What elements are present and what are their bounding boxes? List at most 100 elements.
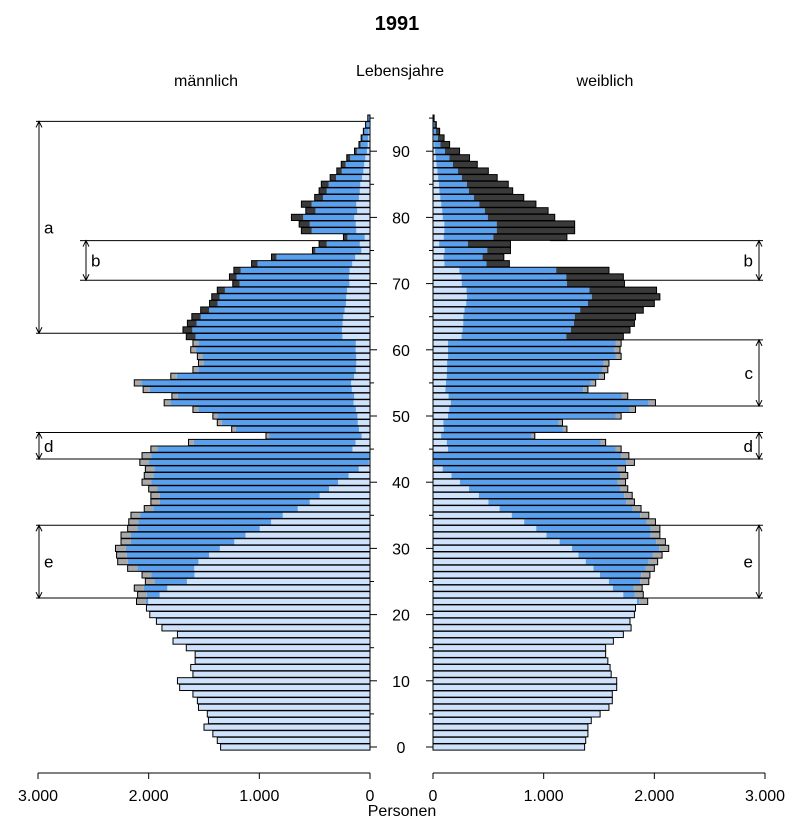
female-bar-age-76-light [433,240,440,247]
male-bar-age-32-light [245,532,370,539]
female-bar-age-45-light [433,446,449,453]
female-bar-age-65-light [433,313,464,320]
right-bracket-e-arrow-up [755,524,763,532]
male-bar-age-58-light [356,359,370,367]
male-bar-age-29-blue [126,551,210,559]
male-bar-age-31-blue [130,538,235,545]
male-bar-age-58-gray [198,359,204,367]
female-bar-age-57-blue [446,366,603,373]
female-bar-age-39-gray [619,485,628,492]
male-bar-age-68-blue [219,293,347,300]
male-x-tick-label-0: 3.000 [18,788,58,805]
female-bar-age-50-light [433,412,449,420]
male-bar-age-75-blue [315,247,362,254]
female-bar-age-58-light [433,359,448,367]
left-bracket-label-b: b [91,251,100,270]
female-bar-age-90-dark [444,148,460,155]
female-bar-age-23-blue [623,591,635,598]
female-bar-age-71-dark [566,273,624,281]
male-bar-age-80-dark [291,214,304,221]
male-bar-age-36-light [297,505,370,512]
male-bar-age-80-light [354,214,370,221]
female-bar-age-55-gray [590,379,596,386]
male-bar-age-11-light [192,671,370,678]
female-bar-age-91-light [433,141,435,148]
female-bar-age-32-gray [650,532,660,539]
female-bar-age-34-blue [524,518,647,526]
female-bar-age-75-light [433,247,445,254]
female-bar-age-94-dark [434,121,437,128]
male-bar-age-85-dark [321,181,329,188]
male-bar-age-79-blue [309,220,356,228]
male-bar-age-34-blue [138,518,272,526]
female-bar-age-25-light [433,578,609,585]
female-bar-age-16-light [433,637,614,645]
female-bar-age-13-light [433,657,608,665]
male-bar-age-81-light [357,207,370,214]
male-bar-age-81-dark [305,207,316,214]
male-bar-age-45-light [352,446,370,453]
female-bar-age-36-gray [632,505,642,512]
female-bar-age-27-blue [593,565,646,572]
male-bar-age-12-light [190,664,370,671]
left-bracket-a-arrow-down [35,327,43,335]
female-bar-age-0-light [433,743,585,751]
female-x-tick-label-0: 0 [429,788,438,805]
female-bar-age-37-blue [488,498,627,506]
male-bar-age-51-light [355,406,370,413]
left-bracket-e-arrow-up [35,524,43,532]
female-bar-age-23-gray [634,591,644,598]
male-bar-age-91-dark [358,141,361,148]
age-tick-label-50: 50 [392,409,410,426]
male-bar-age-4-light [208,717,370,724]
male-bar-age-90-dark [354,148,357,155]
female-bar-age-14-light [433,651,606,658]
male-bar-age-68-dark [211,293,220,300]
female-bar-age-77-blue [443,234,494,241]
female-bar-age-89-dark [449,154,470,161]
male-bar-age-15-light [186,644,370,651]
female-bar-age-46-gray [600,439,606,446]
female-bar-age-53-blue [448,393,622,400]
male-bar-age-82-dark [301,201,312,208]
male-bar-age-62-light [342,333,370,340]
female-bar-age-48-blue [443,426,563,433]
male-bar-age-71-dark [229,273,237,281]
female-bar-age-75-blue [444,247,488,254]
male-bar-age-13-light [195,657,370,665]
female-bar-age-27-light [433,565,594,572]
male-bar-age-44-gray [142,452,152,459]
female-bar-age-81-blue [442,207,485,214]
male-bar-age-26-gray [142,571,152,578]
female-bar-age-8-light [433,690,613,698]
male-bar-age-53-blue [177,393,355,400]
female-bar-age-35-blue [511,512,641,519]
female-bar-age-31-blue [559,538,657,545]
male-bar-age-60-gray [190,346,197,353]
female-bar-age-3-light [433,724,588,731]
female-bar-age-37-light [433,498,489,506]
male-bar-age-27-gray [127,565,138,572]
female-bar-age-56-blue [446,373,600,380]
female-bar-age-88-light [433,161,437,168]
male-bar-age-63-blue [192,326,342,334]
male-bar-age-37-gray [150,498,160,506]
male-bar-age-34-gray [128,518,139,526]
male-bar-age-52-light [353,399,370,406]
female-bar-age-65-blue [463,313,575,320]
female-bar-age-24-gray [633,585,643,592]
male-bar-age-92-dark [361,134,363,142]
female-bar-age-80-blue [442,214,488,221]
female-bar-age-90-blue [435,148,445,155]
male-bar-age-62-dark [186,333,196,340]
female-bar-age-69-light [433,287,467,294]
male-bar-age-46-blue [193,439,356,446]
male-bar-age-49-blue [221,419,358,426]
male-bar-age-37-blue [159,498,310,506]
male-bar-age-71-light [348,273,370,281]
male-bar-age-89-light [365,154,370,161]
male-bar-age-31-gray [121,538,131,545]
male-bar-age-54-gray [143,386,150,393]
female-bar-age-57-gray [602,366,608,373]
female-bar-age-20-light [433,611,635,618]
